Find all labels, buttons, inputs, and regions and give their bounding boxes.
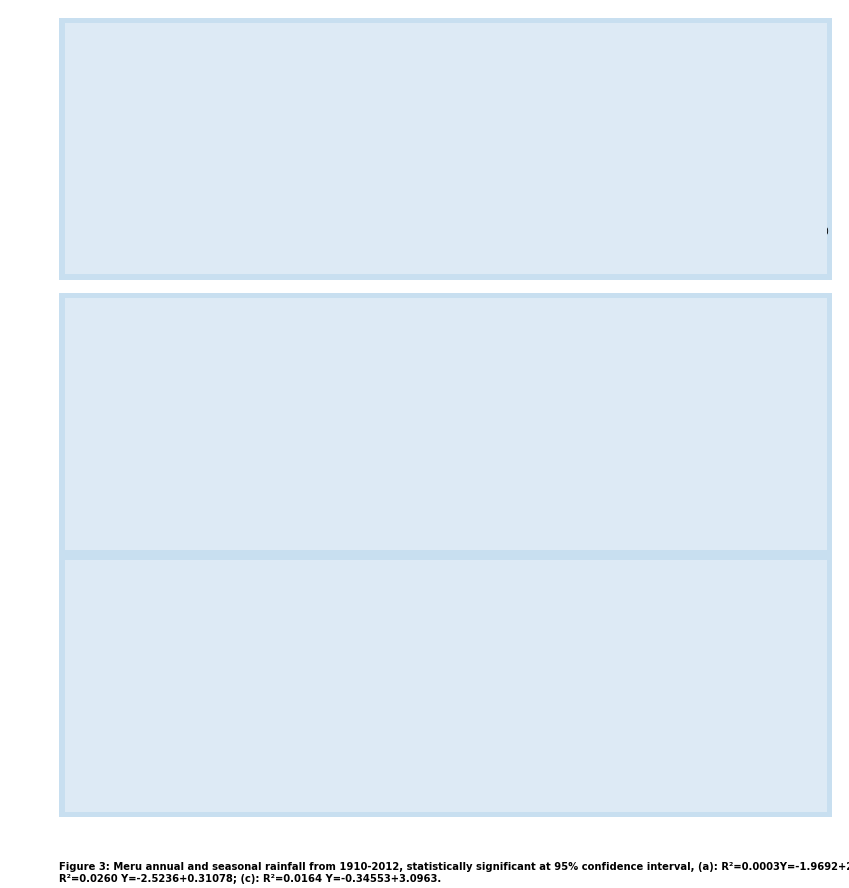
- Text: Figure 3: Meru annual and seasonal rainfall from 1910-2012, statistically signif: Figure 3: Meru annual and seasonal rainf…: [59, 862, 849, 884]
- Y-axis label: Meru long rain: Meru long rain: [82, 366, 93, 442]
- X-axis label: Years: Years: [460, 775, 488, 785]
- Title: Meru Annual rainfall 1910-2012: Meru Annual rainfall 1910-2012: [378, 37, 565, 51]
- X-axis label: Year: Year: [464, 518, 485, 527]
- Y-axis label: Rainfall (mm): Rainfall (mm): [76, 99, 87, 170]
- Y-axis label: Meru short rain: Meru short rain: [82, 623, 93, 704]
- X-axis label: Year: Year: [460, 242, 482, 252]
